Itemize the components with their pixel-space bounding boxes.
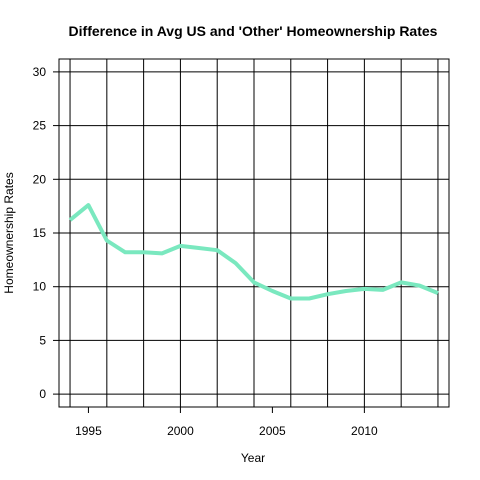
x-tick-label: 2010: [351, 424, 378, 438]
y-tick-label: 30: [33, 65, 47, 79]
series-layer: [68, 203, 439, 301]
series-line-0: [68, 203, 439, 301]
y-axis: 0 5 10 15 20 25 30: [33, 65, 59, 401]
y-tick-label: 15: [33, 226, 47, 240]
y-tick-label: 10: [33, 280, 47, 294]
y-axis-label: Homeownership Rates: [2, 172, 16, 293]
x-tick-label: 2005: [259, 424, 286, 438]
x-axis-label: Year: [241, 451, 265, 465]
y-tick-label: 0: [39, 387, 46, 401]
chart-title: Difference in Avg US and 'Other' Homeown…: [69, 23, 438, 39]
grid: [59, 59, 449, 407]
x-axis: 1995 2000 2005 2010: [75, 407, 378, 438]
x-tick-label: 1995: [75, 424, 102, 438]
y-tick-label: 5: [39, 333, 46, 347]
y-tick-label: 25: [33, 119, 47, 133]
y-tick-label: 20: [33, 172, 47, 186]
x-tick-label: 2000: [167, 424, 194, 438]
